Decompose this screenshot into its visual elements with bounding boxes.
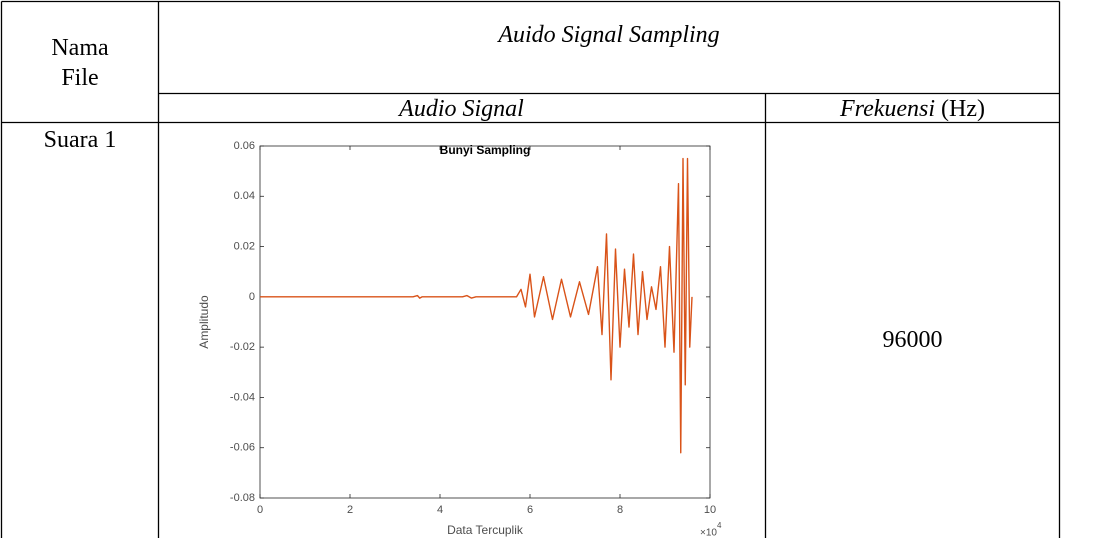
y-tick-label: 0.02: [234, 240, 255, 252]
frequency-label: Frekuensi: [839, 96, 936, 122]
plot-box: [259, 145, 711, 499]
x-exponent: 4: [717, 521, 722, 530]
x-tick-label: 10: [704, 504, 716, 516]
x-tick-label: 8: [617, 504, 623, 516]
table-borders: [0, 0, 1061, 538]
y-tick-label: 0.06: [234, 140, 255, 152]
x-tick-label: 2: [347, 504, 353, 516]
header-file: Nama File: [51, 35, 109, 91]
signal-line: [260, 157, 693, 454]
x-tick-label: 6: [527, 504, 533, 516]
header-frequency: Frekuensi (Hz): [765, 94, 1060, 124]
plot-area: -0.08 -0.06 -0.04 -0.02 0 0.02 0.04 0.06 0 2 4 6 8 10: [230, 140, 716, 516]
x-tick-label: 0: [257, 504, 263, 516]
y-tick-label: -0.04: [230, 391, 255, 403]
y-tick-label: 0.04: [234, 190, 255, 202]
header-signal: Audio Signal: [399, 96, 524, 122]
chart-title: Bunyi Sampling: [440, 143, 531, 157]
row-frequency: 96000: [882, 327, 943, 353]
x-tick-label: 4: [437, 504, 443, 516]
y-axis-label: Amplitudo: [197, 295, 211, 349]
frequency-unit: (Hz): [941, 96, 986, 122]
y-tick-label: -0.02: [230, 341, 255, 353]
x-multiplier: ×10: [700, 528, 717, 538]
y-tick-label: -0.08: [230, 492, 255, 504]
y-tick-label: 0: [249, 291, 255, 303]
row-file: Suara 1: [43, 127, 117, 153]
x-axis-label: Data Tercuplik: [447, 523, 524, 537]
header-group: Auido Signal Sampling: [498, 22, 720, 48]
y-tick-label: -0.06: [230, 442, 255, 454]
